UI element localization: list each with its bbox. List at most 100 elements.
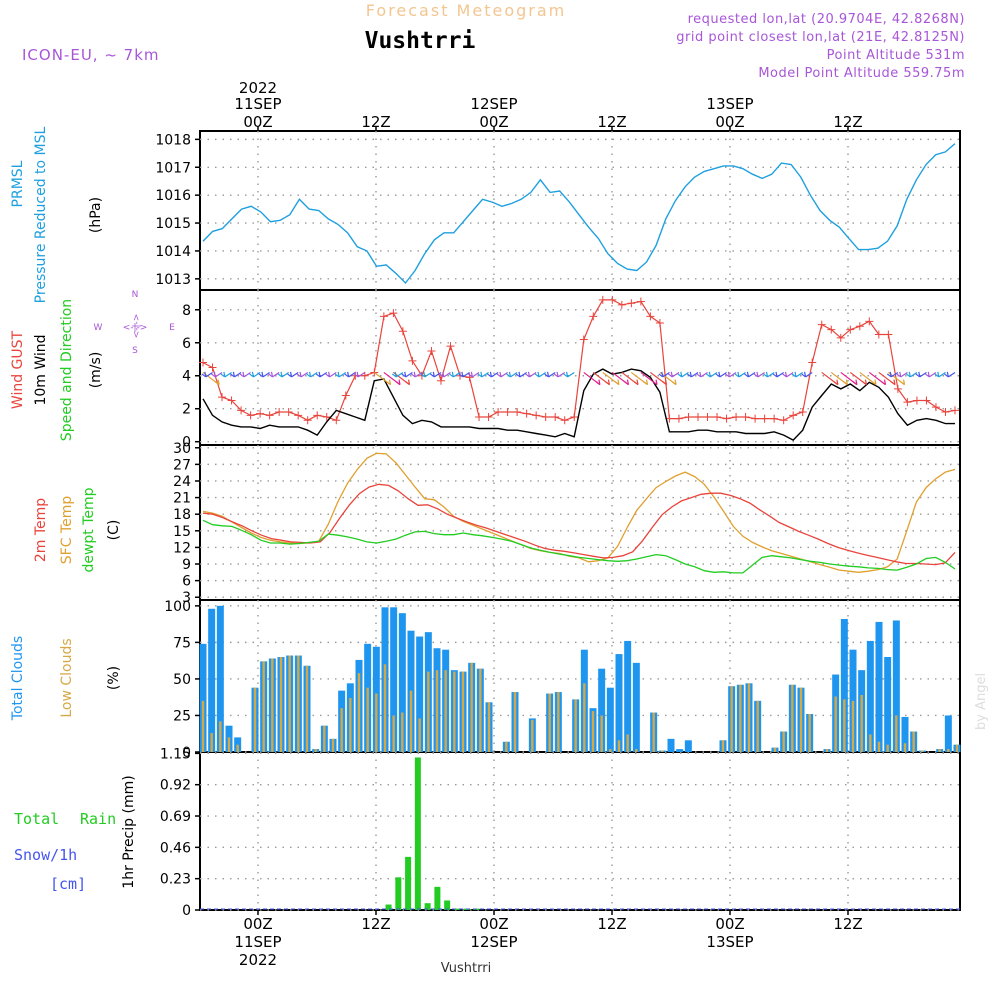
wind-direction-arrow (443, 371, 451, 378)
wind-arrow-head (833, 379, 839, 386)
model-label: ICON-EU, ~ 7km (22, 46, 160, 64)
wind-arrow-head (220, 371, 226, 378)
low-clouds-label: Low Clouds (59, 638, 75, 717)
wind-arrow-head (277, 371, 283, 378)
low-cloud-bar (201, 700, 205, 752)
gust-point (265, 411, 274, 420)
low-cloud-bar (825, 749, 829, 752)
low-cloud-bar (791, 684, 794, 752)
low-cloud-bar (661, 750, 664, 752)
y-tick-label: 18 (173, 507, 191, 523)
gust-point (379, 312, 388, 321)
gust-point (408, 356, 417, 365)
wind-direction-arrow (424, 371, 432, 378)
dewpt-label: dewpt Temp (81, 487, 97, 572)
wind-direction-arrow (928, 371, 937, 378)
gust-point (389, 309, 398, 318)
sfc-temp-label: SFC Temp (59, 496, 75, 565)
gust-point (294, 411, 303, 420)
low-cloud-bar (834, 696, 837, 752)
low-cloud-bar (808, 714, 811, 752)
wind-direction-arrow (948, 371, 956, 378)
footer-location: Vushtrri (441, 961, 491, 976)
bottom-hour-label: 12Z (833, 915, 862, 933)
top-date-label: 11SEP (234, 95, 281, 113)
wind-direction-arrow (500, 371, 508, 378)
low-cloud-bar (513, 692, 517, 752)
y-tick-label: 1016 (155, 188, 191, 204)
wind-arrow-head (643, 379, 649, 386)
gust-point (436, 376, 445, 385)
wind-direction-arrow (719, 371, 727, 378)
wind-arrow-head (344, 371, 350, 378)
location-title: Vushtrri (365, 28, 476, 54)
pressure-unit: (hPa) (88, 197, 104, 233)
low-cloud-bar (262, 661, 265, 752)
top-hour-label: 00Z (479, 113, 508, 131)
precip-bar (395, 877, 402, 910)
y-tick-label: 0.23 (160, 872, 191, 888)
wind-arrow-head (258, 371, 264, 378)
top-hour-label: 12Z (361, 113, 390, 131)
wind-arrow-head (405, 379, 411, 386)
y-tick-label: 0.46 (160, 840, 191, 856)
low-cloud-bar (383, 664, 387, 752)
gust-point (684, 412, 693, 421)
wind-direction-arrow (529, 371, 537, 378)
wind-arrow-head (401, 371, 407, 378)
y-tick-label: 1018 (155, 132, 191, 148)
low-cloud-bar (799, 687, 803, 752)
wind-direction-arrow (481, 371, 489, 378)
gust-label: Wind GUST (10, 330, 26, 409)
low-cloud-bar (349, 697, 352, 752)
total-cloud-bar (208, 608, 216, 752)
total-cloud-bar (615, 654, 623, 752)
y-tick-label: 21 (173, 491, 191, 507)
low-cloud-bar (609, 749, 612, 752)
wind-arrow-head (249, 371, 255, 378)
wind-arrow-head (595, 379, 601, 386)
low-cloud-bar (461, 671, 465, 752)
gust-point (313, 411, 322, 420)
wind-arrow-head (633, 379, 639, 386)
y-tick-label: 75 (173, 635, 191, 651)
wind-direction-arrow (243, 371, 251, 378)
low-cloud-bar (600, 715, 603, 752)
y-tick-label: 6 (182, 574, 191, 590)
low-cloud-bar (955, 744, 959, 752)
wind-arrow-head (772, 371, 778, 378)
top-date-label: 13SEP (706, 95, 753, 113)
prmsl-label: PRMSL (10, 160, 26, 207)
wind-direction-arrow (491, 371, 499, 378)
wind-direction-arrow (805, 371, 813, 378)
wind-direction-arrow (462, 371, 470, 378)
low-cloud-bar (730, 686, 733, 752)
wind-arrow-head (201, 371, 207, 378)
total-clouds-label: Total Clouds (10, 636, 26, 721)
wind-arrow-head (239, 371, 245, 378)
wind-direction-arrow (738, 371, 746, 378)
gust-point (636, 297, 645, 306)
cloud-unit: (%) (106, 666, 122, 690)
gust-point (836, 333, 845, 342)
gust-point (931, 403, 940, 412)
wind-arrow-head (605, 379, 611, 386)
bottom-date-label: 13SEP (706, 933, 753, 951)
low-cloud-bar (331, 738, 335, 752)
wind-arrow-head (614, 379, 620, 386)
wind-arrow-head (391, 371, 397, 378)
wind-direction-arrow (329, 371, 337, 378)
low-cloud-bar (210, 733, 213, 752)
wind-arrow-head (791, 371, 797, 378)
pressure-line (202, 143, 956, 285)
gust-point (532, 411, 541, 420)
gust-point (541, 412, 550, 421)
wind-arrow-head (386, 379, 392, 386)
low-cloud-bar (418, 718, 421, 752)
wind-direction-arrow (300, 371, 309, 378)
wind-arrow-head (881, 379, 887, 386)
gust-point (893, 384, 902, 393)
low-cloud-bar (938, 749, 941, 752)
